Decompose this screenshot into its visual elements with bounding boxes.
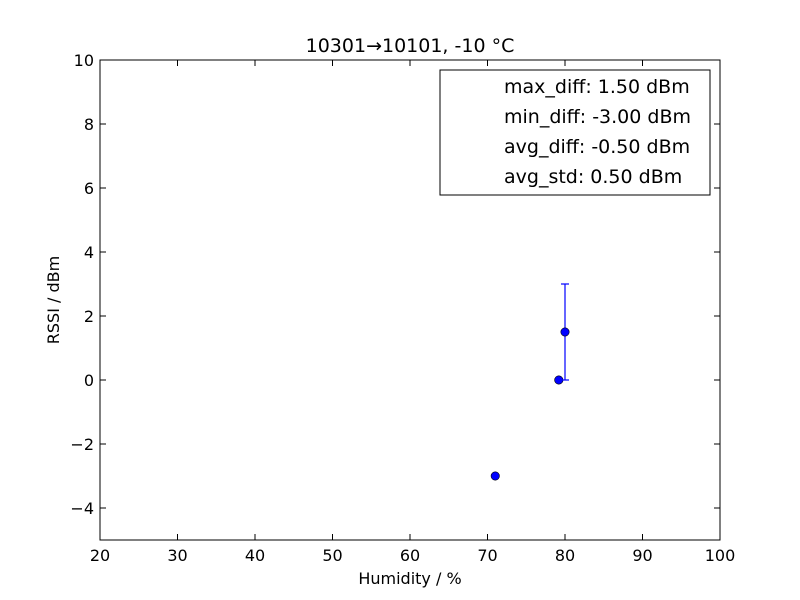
x-tick-label: 30 <box>167 546 187 565</box>
x-tick-label: 70 <box>477 546 497 565</box>
legend-entry: avg_std: 0.50 dBm <box>504 166 682 188</box>
legend-box <box>439 69 711 196</box>
data-point <box>490 471 500 481</box>
x-tick-label: 50 <box>322 546 342 565</box>
y-tick-label: 4 <box>84 243 94 262</box>
y-tick-label: 0 <box>84 371 94 390</box>
y-tick-label: −2 <box>70 435 94 454</box>
legend: max_diff: 1.50 dBm min_diff: -3.00 dBm a… <box>439 69 711 196</box>
legend-entry: max_diff: 1.50 dBm <box>504 76 690 98</box>
y-tick-label: 10 <box>74 51 94 70</box>
y-tick-label: 6 <box>84 179 94 198</box>
x-axis-label: Humidity / % <box>358 569 461 588</box>
legend-entry: avg_diff: -0.50 dBm <box>504 136 690 158</box>
x-tick-label: 60 <box>400 546 420 565</box>
y-tick-label: 8 <box>84 115 94 134</box>
x-tick-label: 40 <box>245 546 265 565</box>
x-tick-label: 80 <box>555 546 575 565</box>
y-tick-label: 2 <box>84 307 94 326</box>
x-tick-label: 90 <box>632 546 652 565</box>
y-tick-label: −4 <box>70 499 94 518</box>
x-tick-label: 20 <box>90 546 110 565</box>
points-layer <box>490 283 570 481</box>
data-point <box>560 327 570 337</box>
x-tick-label: 100 <box>705 546 736 565</box>
chart-title: 10301→10101, -10 °C <box>306 35 515 57</box>
ticks-layer: 20 30 40 50 60 70 80 90 100 −4 −2 0 2 4 6 8 10 <box>70 51 735 565</box>
legend-entry: min_diff: -3.00 dBm <box>504 106 691 128</box>
y-axis-label: RSSI / dBm <box>44 256 63 344</box>
plot-frame <box>99 59 721 541</box>
